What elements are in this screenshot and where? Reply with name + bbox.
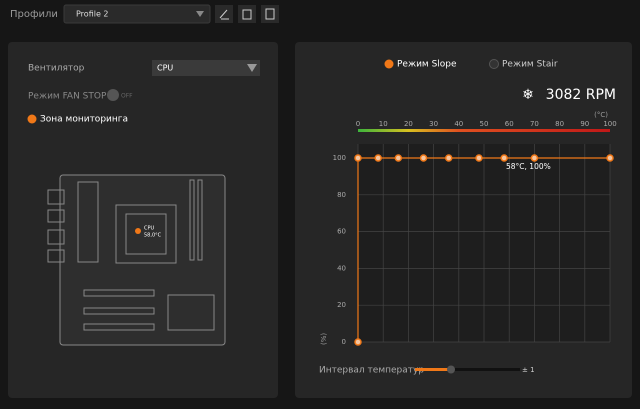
x-tick-label: 0: [356, 120, 360, 128]
profile-value: Profile 2: [76, 10, 109, 19]
sensor-dot: [135, 228, 141, 234]
slider-fill: [415, 368, 451, 371]
radio[interactable]: [28, 115, 37, 124]
mode: Режим Stair: [502, 60, 558, 70]
x-tick-label: 80: [555, 120, 564, 128]
fan-stop-label: Режим FAN STOP: [28, 92, 107, 102]
y-unit: (%): [320, 333, 328, 345]
curve-point[interactable]: [607, 155, 613, 161]
x-unit: (°C): [594, 111, 608, 119]
x-tick-label: 40: [454, 120, 463, 128]
curve-point[interactable]: [375, 155, 381, 161]
curve-point[interactable]: [501, 155, 507, 161]
point-annotation: 58°C, 100%: [506, 162, 551, 171]
motherboard: [48, 175, 225, 345]
export-button[interactable]: [261, 5, 279, 23]
x-tick-label: 30: [429, 120, 438, 128]
curve-point[interactable]: [395, 155, 401, 161]
temp-bar: [358, 129, 610, 132]
curve-point[interactable]: [446, 155, 452, 161]
y-tick-label: 20: [337, 301, 346, 309]
x-tick-label: 90: [580, 120, 589, 128]
x-tick-label: 10: [379, 120, 388, 128]
copy-button[interactable]: [238, 5, 256, 23]
radio[interactable]: [385, 60, 394, 69]
profiles-label: Профили: [10, 9, 58, 20]
x-tick-label: 60: [505, 120, 514, 128]
y-tick-label: 0: [342, 338, 346, 346]
y-tick-label: 40: [337, 264, 346, 272]
interval-label: Интервал температур: [319, 366, 424, 376]
x-tick-label: 100: [603, 120, 616, 128]
mode: Режим Slope: [397, 60, 457, 70]
toggle[interactable]: [107, 89, 119, 101]
x-tick-label: 50: [480, 120, 489, 128]
x-tick-label: 70: [530, 120, 539, 128]
y-tick-label: 80: [337, 191, 346, 199]
slider-thumb[interactable]: [447, 366, 455, 374]
interval-value: ± 1: [522, 366, 535, 374]
toggle-state: OFF: [121, 93, 133, 100]
fan-label: Вентилятор: [28, 64, 85, 74]
curve-point[interactable]: [476, 155, 482, 161]
sensor-label: CPU: [144, 226, 155, 232]
zone-label: Зона мониторинга: [40, 115, 128, 125]
curve-point[interactable]: [355, 339, 361, 345]
y-tick-label: 100: [333, 154, 346, 162]
fan-value: CPU: [157, 64, 173, 73]
radio[interactable]: [490, 60, 499, 69]
sensor-temp: 58,0°C: [144, 233, 162, 239]
x-tick-label: 20: [404, 120, 413, 128]
curve-point[interactable]: [421, 155, 427, 161]
y-tick-label: 60: [337, 228, 346, 236]
curve-point[interactable]: [531, 155, 537, 161]
curve-point[interactable]: [355, 155, 361, 161]
rpm: 3082 RPM: [546, 87, 616, 103]
fan-icon: ❄: [522, 87, 534, 103]
